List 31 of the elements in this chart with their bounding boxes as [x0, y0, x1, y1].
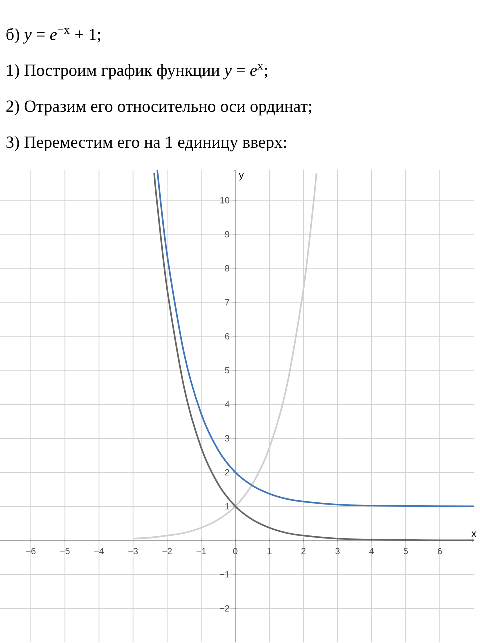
x-tick-label: −6: [26, 548, 36, 555]
x-tick-label: 6: [438, 548, 442, 555]
y-tick-label: 5: [225, 367, 230, 374]
x-tick-label: 5: [404, 548, 408, 554]
y-tick-label: 1: [226, 503, 230, 510]
x-tick-label: 0: [233, 548, 238, 555]
y-axis-title: y: [239, 173, 244, 181]
x-tick-label: −4: [94, 548, 104, 554]
x-tick-label: 4: [370, 548, 374, 554]
x-tick-label: 3: [336, 548, 340, 555]
y-tick-label: 4: [225, 401, 230, 408]
x-tick-label: 1: [268, 548, 272, 554]
y-tick-label: 6: [225, 333, 230, 340]
x-tick-label: 2: [302, 548, 306, 554]
x-tick-label: −3: [128, 548, 138, 555]
y-tick-label: 2: [225, 469, 230, 476]
x-tick-label: −1: [196, 548, 206, 554]
x-tick-label: −2: [162, 548, 172, 554]
y-tick-label: −2: [220, 605, 230, 612]
y-tick-label: 3: [225, 435, 230, 442]
x-axis-title: x: [472, 532, 477, 538]
text: 3) Переместим его на 1 единицу вверх:: [6, 136, 286, 152]
y-tick-label: −1: [220, 571, 230, 578]
y-tick-label: 7: [225, 299, 230, 306]
y-tick-label: 10: [220, 197, 230, 204]
chart-title: б) y = e$^{−x}$ + 1;: [6, 28, 100, 44]
y-tick-label: 9: [225, 231, 230, 238]
text: 1) Построим график функции y = e$^{x}$;: [7, 64, 268, 80]
text: 2) Отразим его относительно оси ординат;: [6, 100, 312, 116]
y-tick-label: 8: [225, 265, 230, 272]
x-tick-label: −5: [60, 548, 70, 554]
